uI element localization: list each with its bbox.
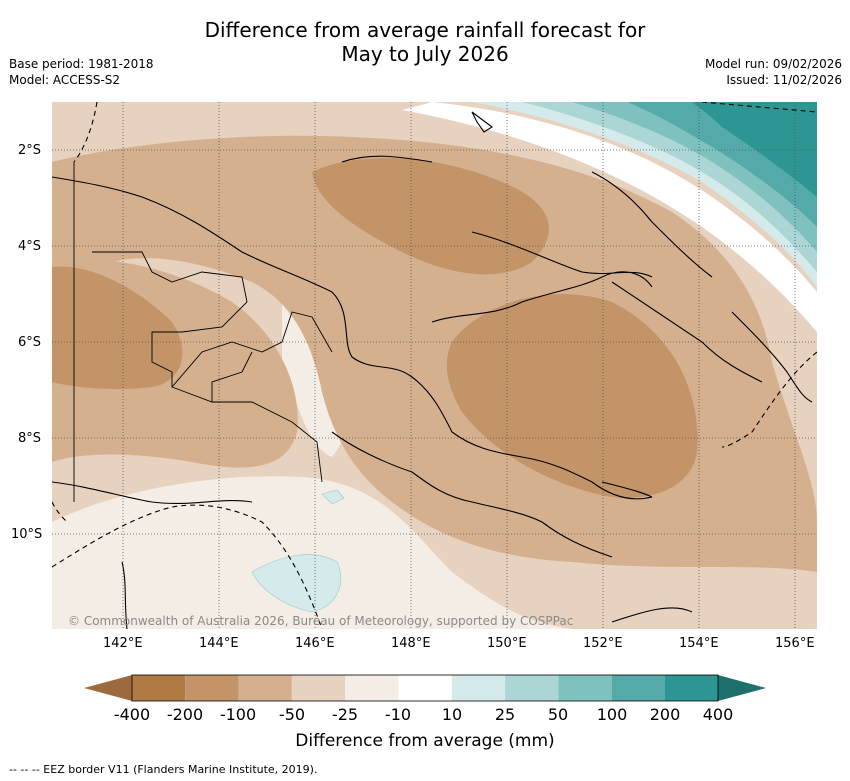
- map-canvas: [52, 102, 817, 629]
- colorbar-outline: [131, 674, 719, 702]
- lat-label-10s: 10°S: [11, 527, 43, 542]
- colorbar-swatch-8: [505, 675, 559, 701]
- colorbar-swatch-11: [665, 675, 718, 701]
- colorbar-swatch-10: [611, 675, 665, 701]
- colorbar-swatch-4: [291, 675, 346, 701]
- lon-label-146e: 146°E: [295, 636, 335, 651]
- title-line-1: Difference from average rainfall forecas…: [204, 18, 646, 42]
- eez-footnote: -- -- -- EEZ border V11 (Flanders Marine…: [9, 763, 318, 776]
- colorbar-swatch-2: [185, 675, 239, 701]
- colorbar-extend-low: [84, 675, 132, 701]
- shade-plus200-400: [692, 102, 817, 197]
- meta-left: Base period: 1981-2018 Model: ACCESS-S2: [9, 56, 154, 88]
- colorbar-svg: [84, 674, 766, 702]
- lon-label-148e: 148°E: [391, 636, 431, 651]
- colorbar-swatch-9: [558, 675, 612, 701]
- shade-plus10-25-south: [251, 554, 342, 613]
- colorbar-swatch-6: [398, 675, 452, 701]
- colorbar-swatch-1: [132, 675, 186, 701]
- colorbar-tick-label: 400: [702, 705, 734, 724]
- lon-label-150e: 150°E: [487, 636, 527, 651]
- lat-label-6s: 6°S: [18, 335, 42, 350]
- colorbar-tick-label: -25: [331, 705, 359, 724]
- colorbar-extend-high: [718, 675, 766, 701]
- base-period: Base period: 1981-2018: [9, 57, 154, 71]
- model-name: Model: ACCESS-S2: [9, 73, 121, 87]
- chart-title: Difference from average rainfall forecas…: [0, 18, 850, 66]
- coastlines: [52, 111, 813, 629]
- colorbar-swatch-7: [451, 675, 506, 701]
- colorbar-swatch-5: [345, 675, 399, 701]
- legend-title: Difference from average (mm): [295, 731, 555, 751]
- lon-label-156e: 156°E: [775, 636, 815, 651]
- lon-label-154e: 154°E: [679, 636, 719, 651]
- shade-minus100-200-west-core: [52, 266, 183, 390]
- colorbar-tick-label: -400: [113, 705, 151, 724]
- colorbar-tick-label: -10: [384, 705, 412, 724]
- shade-minus100-200-east-core: [446, 294, 698, 498]
- lon-label-144e: 144°E: [199, 636, 239, 651]
- title-line-2: May to July 2026: [341, 42, 509, 66]
- lat-label-8s: 8°S: [18, 431, 42, 446]
- colorbar: [84, 673, 768, 709]
- colorbar-tick-label: 50: [547, 705, 569, 724]
- colorbar-tick-label: 25: [494, 705, 516, 724]
- colorbar-tick-label: 10: [441, 705, 463, 724]
- province-borders: [73, 162, 333, 502]
- graticule: [52, 102, 817, 629]
- colorbar-tick-label: 200: [649, 705, 681, 724]
- shade-plus10-25-small: [321, 489, 345, 505]
- issued-date: Issued: 11/02/2026: [726, 73, 842, 87]
- shade-neutral-band: [402, 102, 817, 332]
- lon-label-152e: 152°E: [583, 636, 623, 651]
- colorbar-tick-label: -100: [219, 705, 257, 724]
- lat-label-4s: 4°S: [18, 239, 42, 254]
- colorbar-swatch-3: [238, 675, 292, 701]
- lat-label-2s: 2°S: [18, 143, 42, 158]
- rainfall-map: [52, 102, 817, 629]
- model-run: Model run: 09/02/2026: [704, 57, 842, 71]
- colorbar-tick-label: -50: [278, 705, 306, 724]
- colorbar-tick-label: -200: [166, 705, 204, 724]
- shade-near-zero-south: [52, 476, 572, 629]
- eez-borders: [52, 102, 817, 629]
- colorbar-tick-label: 100: [596, 705, 628, 724]
- copyright-notice: © Commonwealth of Australia 2026, Bureau…: [68, 614, 574, 628]
- shade-minus100-200-north-core: [312, 158, 549, 275]
- lon-label-142e: 142°E: [103, 636, 143, 651]
- meta-right: Model run: 09/02/2026 Issued: 11/02/2026: [705, 56, 842, 88]
